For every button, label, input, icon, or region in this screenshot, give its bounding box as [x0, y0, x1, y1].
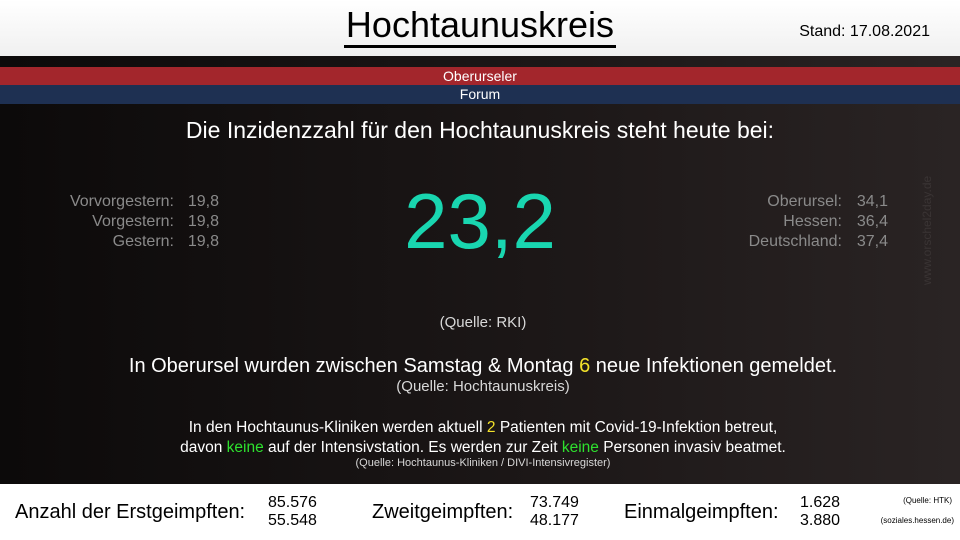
watermark: www.orschel2day.de [920, 175, 934, 285]
ventilated-count: keine [561, 439, 599, 456]
banner-oberurseler: Oberurseler [0, 67, 960, 85]
headline: Die Inzidenzzahl für den Hochtaunuskreis… [185, 117, 775, 143]
history-row: Vorgestern: 19,8 [92, 213, 219, 230]
infections-count: 6 [579, 355, 591, 377]
comparison-row: Deutschland: 37,4 [748, 233, 888, 250]
history-row: Gestern: 19,8 [112, 233, 219, 250]
incidence-value: 23,2 [404, 177, 556, 265]
vaccination-footer: Anzahl der Erstgeimpften: 85.576 55.548 Z… [0, 484, 960, 540]
second-vaccinated-values: 73.749 48.177 [530, 494, 579, 529]
history-row: Vorvorgestern: 19,8 [69, 193, 219, 210]
comparison-list: Oberursel: 34,1 Hessen: 36,4 Deutschland: 3… [720, 192, 888, 252]
first-vaccinated-values: 85.576 55.548 [268, 494, 317, 529]
second-vaccinated-label: Zweitgeimpften: [372, 501, 514, 523]
icu-count: keine [226, 439, 264, 456]
source-hessen: (soziales.hessen.de) [880, 516, 954, 525]
patients-count: 2 [486, 419, 496, 436]
page-title: Hochtaunuskreis [0, 4, 960, 48]
history-list: Vorvorgestern: 19,8 Vorgestern: 19,8 Geste… [40, 192, 219, 252]
main-panel [0, 56, 960, 484]
clinics-text: In den Hochtaunus-Kliniken werden aktuel… [180, 419, 786, 456]
single-vaccinated-values: 1.628 3.880 [800, 494, 841, 529]
header: Hochtaunuskreis Stand: 17.08.2021 [0, 0, 960, 56]
comparison-row: Hessen: 36,4 [783, 213, 888, 230]
incidence-source: (Quelle: RKI) [439, 314, 527, 331]
infections-source: (Quelle: Hochtaunuskreis) [396, 378, 570, 395]
source-htk: (Quelle: HTK) [903, 496, 952, 505]
infections-text: In Oberursel wurden zwischen Samstag & M… [128, 355, 838, 377]
comparison-row: Oberursel: 34,1 [767, 193, 888, 210]
first-vaccinated-label: Anzahl der Erstgeimpften: [15, 501, 246, 523]
banner-forum: Forum [0, 85, 960, 104]
single-vaccinated-label: Einmalgeimpften: [624, 501, 779, 523]
clinics-source: (Quelle: Hochtaunus-Kliniken / DIVI-Inte… [355, 457, 611, 469]
date-stamp: Stand: 17.08.2021 [799, 23, 930, 40]
